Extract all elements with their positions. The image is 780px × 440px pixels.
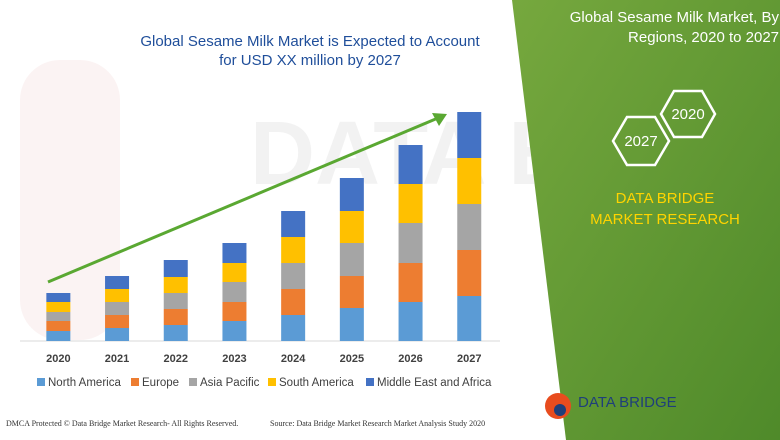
bar-segment [222, 263, 247, 282]
bar-segment [339, 211, 364, 243]
bar-segment [105, 289, 130, 302]
bar-segment [457, 250, 482, 296]
bar-segment [398, 263, 423, 302]
hexagon [659, 89, 717, 139]
bar-segment [46, 302, 71, 312]
arrow-head [432, 113, 447, 126]
bar-segment [457, 158, 482, 204]
panel-title-box: Global Sesame Milk Market, By Regions, 2… [569, 9, 779, 46]
bar-segment [281, 315, 306, 341]
bar-segment [281, 289, 306, 315]
logo-text: DATA BRIDGE [578, 394, 677, 411]
bar-segment [398, 223, 423, 263]
footer-left: DMCA Protected © Data Bridge Market Rese… [6, 419, 238, 428]
legend-swatch [366, 378, 374, 386]
bar-segment [163, 325, 188, 341]
legend-label: North America [48, 377, 121, 389]
bar-segment [398, 145, 423, 184]
legend-label: Middle East and Africa [377, 377, 492, 389]
brand-box: DATA BRIDGE MARKET RESEARCH [590, 190, 740, 228]
bar-segment [163, 293, 188, 309]
legend-label: Europe [142, 377, 179, 389]
bar-segment [46, 293, 71, 302]
x-tick-label: 2020 [46, 353, 70, 365]
hex-label: 2020 [671, 106, 704, 123]
brand: DATA BRIDGE MARKET RESEARCH [590, 190, 740, 228]
watermark: DATA BRIDGE [20, 60, 780, 340]
bar-segment [398, 302, 423, 341]
trend-arrow [47, 116, 439, 284]
bar-segment [457, 112, 482, 158]
x-tick-label: 2026 [398, 353, 422, 365]
bar-segment [222, 321, 247, 341]
legend-label: South America [279, 377, 354, 389]
bar-segment [46, 331, 71, 341]
bar-segment [105, 328, 130, 341]
x-tick-label: 2024 [281, 353, 306, 365]
x-tick-label: 2021 [105, 353, 129, 365]
bar-segment [105, 302, 130, 315]
bar-segment [105, 315, 130, 328]
bar-segment [163, 260, 188, 277]
bar-segment [222, 243, 247, 263]
bar-segment [398, 184, 423, 223]
bar-segment [163, 309, 188, 325]
bar-segment [281, 263, 306, 289]
legend-swatch [268, 378, 276, 386]
bar-segment [222, 302, 247, 321]
legend-swatch [189, 378, 197, 386]
bar-segment [46, 312, 71, 321]
bar-segment [339, 178, 364, 211]
logo: DATA BRIDGE [545, 393, 677, 419]
hexagon [611, 115, 671, 167]
footer-right: Source: Data Bridge Market Research Mark… [270, 419, 485, 428]
bar-segment [281, 211, 306, 237]
x-tick-label: 2022 [164, 353, 188, 365]
legend-swatch [37, 378, 45, 386]
bar-segment [281, 237, 306, 263]
x-tick-label: 2025 [340, 353, 364, 365]
bar-segment [105, 276, 130, 289]
x-tick-label: 2027 [457, 353, 481, 365]
bar-segment [457, 204, 482, 250]
hex-label: 2027 [624, 133, 657, 150]
bar-segment [46, 321, 71, 331]
x-tick-label: 2023 [222, 353, 246, 365]
bar-segment [457, 296, 482, 341]
bar-segment [339, 243, 364, 276]
panel-title: Global Sesame Milk Market, By Regions, 2… [569, 9, 779, 46]
legend-label: Asia Pacific [200, 377, 260, 389]
logo-mark [554, 404, 566, 416]
bar-segment [222, 282, 247, 302]
legend-swatch [131, 378, 139, 386]
bar-segment [339, 308, 364, 341]
bar-segment [163, 277, 188, 293]
chart-title: Global Sesame Milk Market is Expected to… [140, 33, 480, 69]
bar-segment [339, 276, 364, 308]
